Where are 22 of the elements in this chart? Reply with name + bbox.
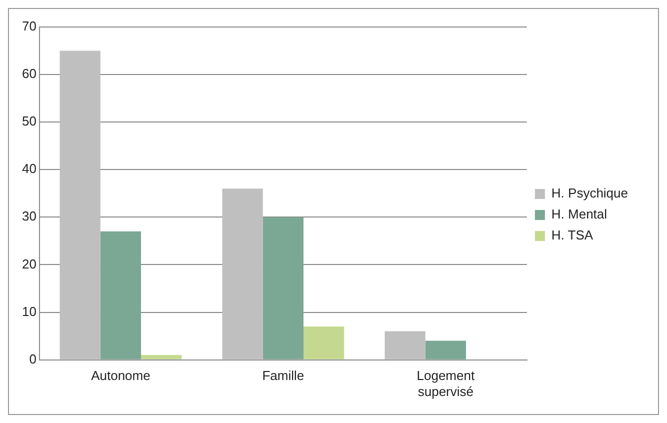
bar [303, 326, 344, 360]
y-tick-label: 40 [22, 161, 36, 176]
y-tick-label: 60 [22, 66, 36, 82]
y-tick-label: 0 [29, 351, 36, 366]
y-tick-label: 50 [22, 114, 36, 129]
bar [141, 355, 182, 360]
bar [222, 188, 263, 360]
bar [262, 217, 304, 360]
x-tick-label: Famille [262, 368, 304, 384]
legend-label: H. Psychique [551, 186, 628, 201]
x-tick-label: Logement supervisé [416, 368, 475, 399]
y-tick-label: 30 [22, 208, 36, 224]
bar [425, 340, 466, 360]
y-tick-label: 20 [22, 256, 36, 272]
bar [60, 50, 100, 360]
x-tick-label: Autonome [91, 368, 150, 384]
bar [384, 331, 426, 360]
y-tick-label: 70 [22, 18, 36, 34]
legend-label: H. TSA [551, 228, 594, 243]
y-tick-label: 10 [22, 304, 36, 319]
bar [100, 231, 142, 360]
legend-label: H. Mental [551, 206, 608, 222]
